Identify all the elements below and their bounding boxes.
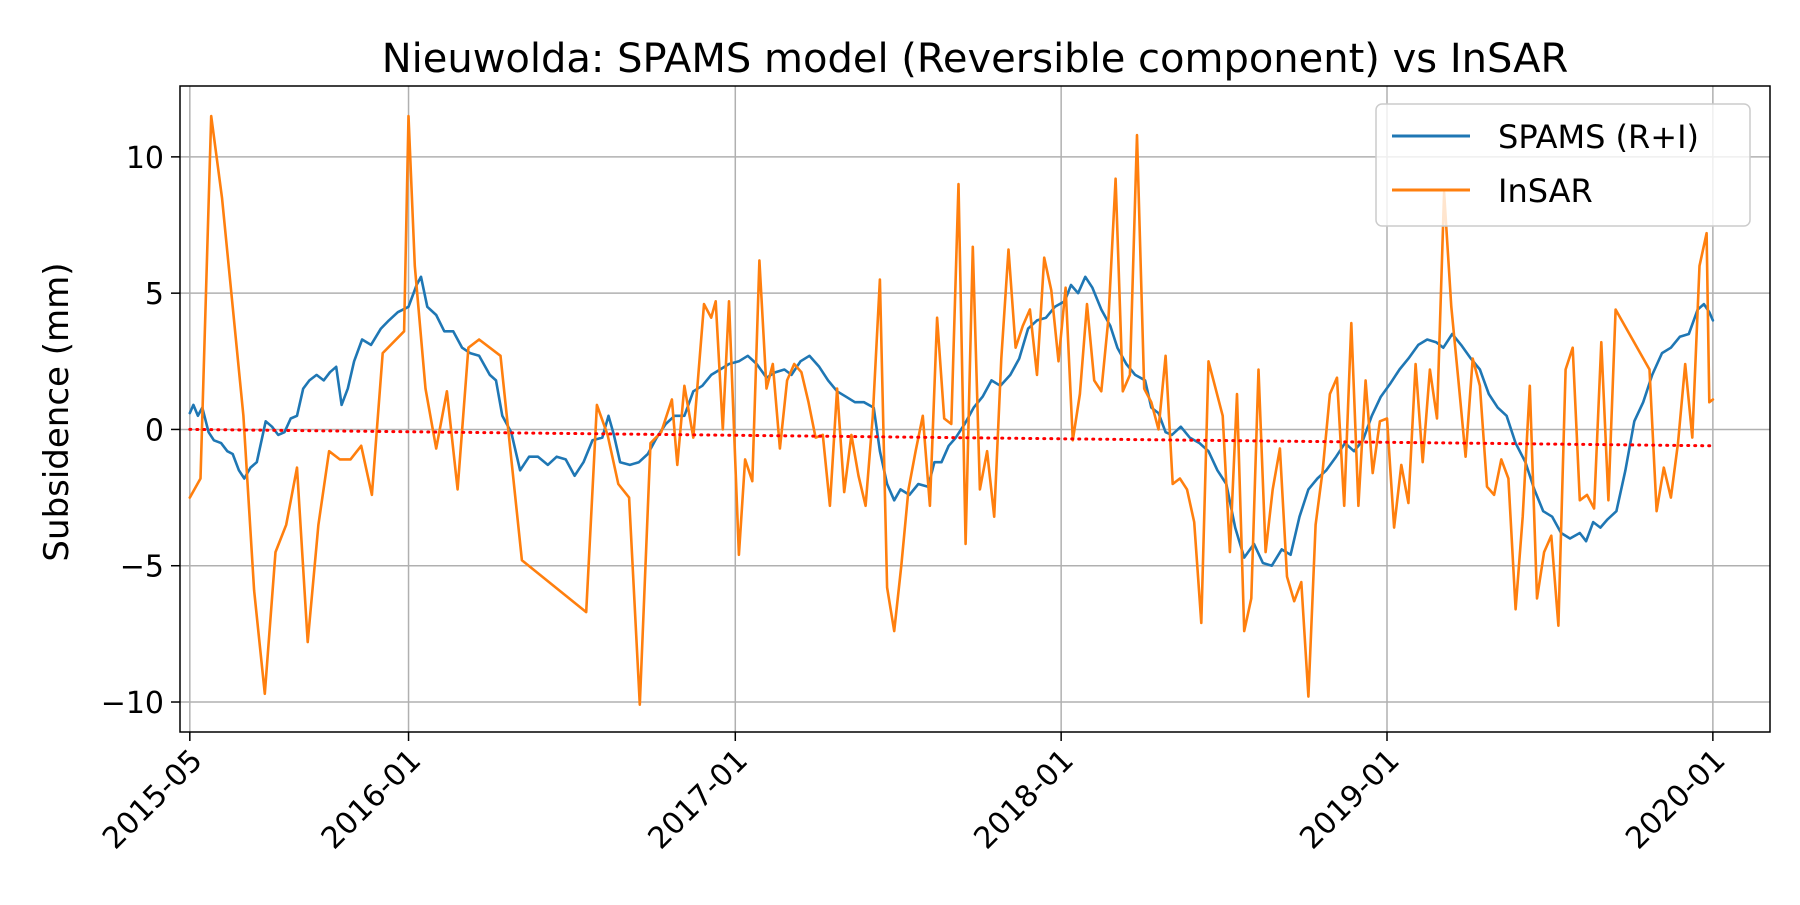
y-tick-label: 5 — [145, 277, 164, 312]
insar-series-line — [188, 114, 1715, 707]
y-axis-label: Subsidence (mm) — [37, 262, 77, 561]
plot-frame — [179, 85, 1771, 733]
spams-series-line — [188, 275, 1715, 568]
y-tick-label: 10 — [126, 141, 164, 176]
y-tick-label: −10 — [101, 686, 164, 721]
legend-label-spams: SPAMS (R+I) — [1498, 118, 1699, 156]
series-layer — [188, 114, 1715, 707]
y-tick-label: −5 — [120, 550, 164, 585]
y-tick-label: 0 — [145, 413, 164, 448]
chart-title: Nieuwolda: SPAMS model (Reversible compo… — [382, 36, 1569, 82]
legend: SPAMS (R+I) InSAR — [1375, 103, 1751, 227]
trend-series-line — [188, 427, 1715, 448]
legend-label-insar: InSAR — [1498, 172, 1593, 210]
